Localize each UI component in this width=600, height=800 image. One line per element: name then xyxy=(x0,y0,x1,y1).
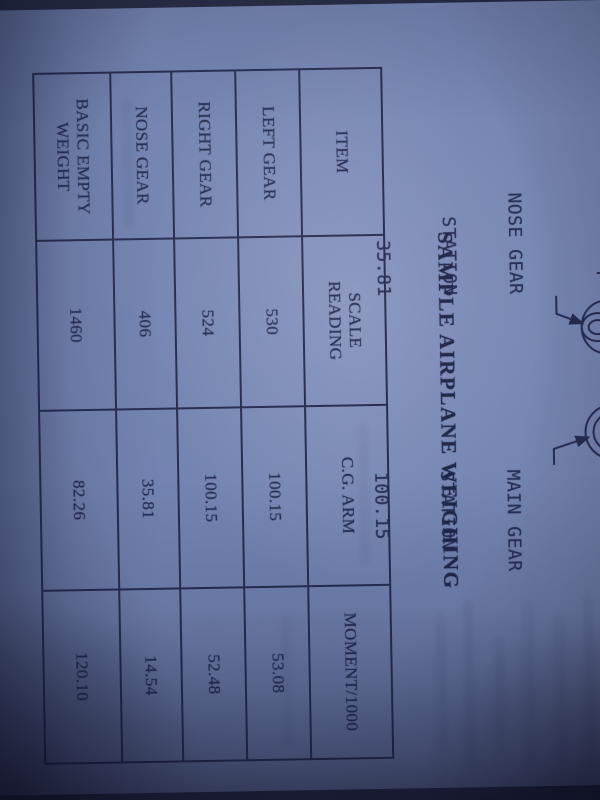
cell-cg-arm: 35.81 xyxy=(116,408,181,590)
ghost-text-smudge xyxy=(462,600,477,769)
cell-item: NOSE GEAR xyxy=(110,71,175,240)
column-header-item: ITEM xyxy=(299,67,385,237)
cell-scale-reading: 1460 xyxy=(36,239,117,411)
column-header-scale-reading: SCALE READING xyxy=(302,234,388,407)
ghost-text-smudge xyxy=(121,98,135,229)
weighing-table: ITEM SCALE READING C.G. ARM MOMENT/1000 … xyxy=(32,67,394,765)
table-row: BASIC EMPTY WEIGHT 1460 82.26 120.10 xyxy=(33,72,123,764)
cell-moment: 120.10 xyxy=(42,589,123,764)
airplane-diagram xyxy=(552,271,600,465)
cell-scale-reading: 524 xyxy=(174,237,242,409)
cell-moment: 14.54 xyxy=(119,588,184,763)
cell-moment: 52.48 xyxy=(180,587,248,762)
column-header-moment: MOMENT/1000 xyxy=(308,584,394,760)
cell-scale-reading: 530 xyxy=(238,236,306,408)
ghost-text-smudge xyxy=(280,615,294,746)
cell-moment: 53.08 xyxy=(244,586,312,761)
nose-wheel-drawing xyxy=(580,299,600,354)
header-row: ITEM SCALE READING C.G. ARM MOMENT/1000 xyxy=(299,67,394,760)
nose-gear-leader-arrow xyxy=(555,295,585,325)
ghost-text-smudge xyxy=(493,636,507,757)
cell-cg-arm: 100.15 xyxy=(241,406,309,588)
cell-item: RIGHT GEAR xyxy=(171,70,239,239)
cell-scale-reading: 406 xyxy=(113,238,178,410)
cell-cg-arm: 100.15 xyxy=(177,407,245,589)
nose-gear-station-line1: NOSE GEAR xyxy=(503,192,527,295)
cell-item: LEFT GEAR xyxy=(235,69,303,238)
main-gear-station-line1: MAIN GEAR xyxy=(502,469,525,572)
table-row: NOSE GEAR 406 35.81 14.54 xyxy=(110,71,184,763)
column-header-cg-arm: C.G. ARM xyxy=(305,404,391,587)
cell-cg-arm: 82.26 xyxy=(39,409,120,591)
table-row: RIGHT GEAR 524 100.15 52.48 xyxy=(171,70,248,762)
table-row: LEFT GEAR 530 100.15 53.08 xyxy=(235,69,312,761)
cell-item: BASIC EMPTY WEIGHT xyxy=(33,72,114,241)
main-gear-leader-arrow xyxy=(552,435,591,465)
main-wheel-drawing xyxy=(584,403,600,460)
